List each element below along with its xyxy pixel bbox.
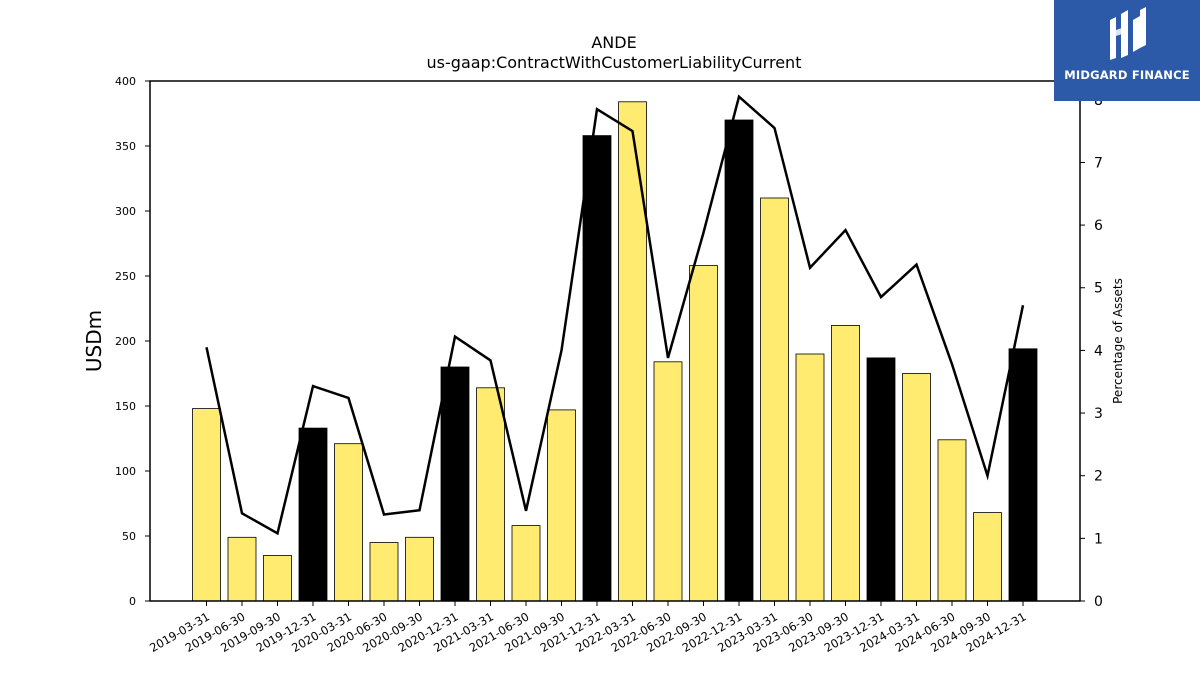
bar — [405, 536, 434, 602]
chart-title: ANDE — [591, 33, 636, 52]
y-tick-label: 50 — [122, 530, 136, 543]
right-axis: 012345678 — [1080, 93, 1103, 610]
y-tick-label: 300 — [115, 205, 136, 218]
bar — [511, 525, 541, 602]
bar — [653, 361, 683, 602]
y2-tick-label: 3 — [1094, 406, 1103, 422]
bar — [476, 387, 505, 602]
line-group — [205, 94, 1025, 536]
bar — [227, 536, 257, 602]
bar — [760, 197, 789, 602]
bar — [298, 427, 328, 602]
bar — [724, 119, 754, 602]
bar — [369, 542, 399, 602]
bar — [973, 512, 1002, 602]
x-axis: 2019-03-312019-06-302019-09-302019-12-31… — [147, 601, 1029, 655]
bar — [1008, 348, 1038, 602]
bar — [334, 443, 363, 602]
bar — [618, 101, 647, 602]
y-tick-label: 100 — [115, 465, 136, 478]
bar — [795, 353, 825, 602]
y-tick-label: 150 — [115, 400, 136, 413]
bar — [866, 357, 896, 602]
bars-group — [192, 101, 1038, 602]
bar — [263, 555, 292, 602]
y-tick-label: 200 — [115, 335, 136, 348]
y-tick-label: 250 — [115, 270, 136, 283]
y2-tick-label: 2 — [1094, 469, 1103, 485]
bar — [547, 409, 576, 602]
midgard-finance-logo: MIDGARD FINANCE — [1054, 0, 1200, 101]
bar — [582, 135, 612, 602]
y-tick-label: 350 — [115, 140, 136, 153]
percentage-line — [205, 94, 1025, 536]
y-tick-label: 400 — [115, 75, 136, 88]
y-tick-label: 0 — [129, 595, 136, 608]
bar — [440, 366, 470, 602]
y2-axis-label: Percentage of Assets — [1111, 278, 1125, 404]
y2-tick-label: 6 — [1094, 218, 1103, 234]
y2-tick-label: 7 — [1094, 155, 1103, 171]
y2-tick-label: 5 — [1094, 281, 1103, 297]
left-axis: 0 50 100 150 200 250 300 350 400 — [115, 75, 150, 608]
bar — [689, 265, 718, 602]
chart-subtitle: us-gaap:ContractWithCustomerLiabilityCur… — [427, 53, 802, 72]
y2-tick-label: 1 — [1094, 531, 1103, 547]
midgard-logo-icon — [1110, 7, 1146, 60]
y-axis-label: USDm — [82, 310, 106, 372]
y2-tick-label: 4 — [1094, 343, 1103, 359]
bar — [937, 439, 967, 602]
y2-tick-label: 0 — [1094, 594, 1103, 610]
logo-text: MIDGARD FINANCE — [1064, 68, 1190, 82]
bar — [902, 373, 931, 602]
bar — [831, 324, 860, 602]
bar — [192, 408, 221, 602]
